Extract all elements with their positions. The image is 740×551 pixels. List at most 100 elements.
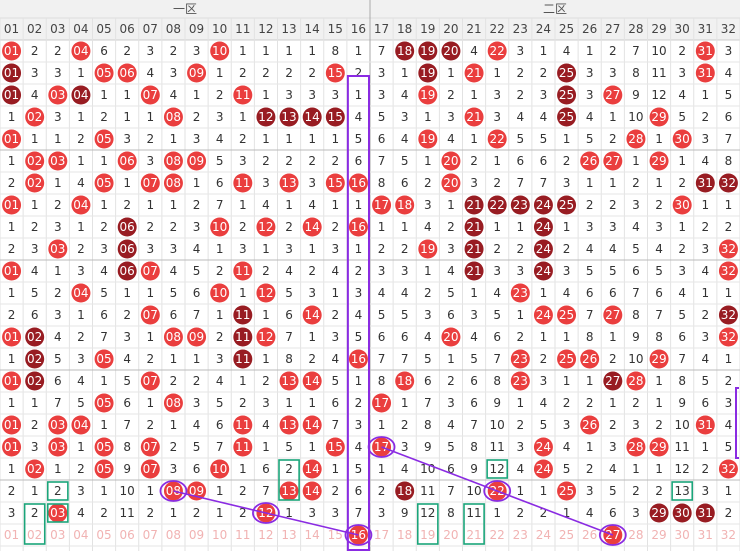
miss-count: 1	[655, 132, 663, 146]
miss-count: 6	[123, 396, 131, 410]
ball-number: 32	[721, 308, 736, 322]
miss-count: 2	[401, 242, 409, 256]
miss-count: 2	[447, 88, 455, 102]
ball-number: 09	[189, 484, 204, 498]
miss-count: 1	[586, 374, 594, 388]
ball-number: 17	[374, 396, 389, 410]
miss-count: 1	[123, 110, 131, 124]
miss-count: 11	[420, 484, 435, 498]
ball-number: 25	[559, 66, 574, 80]
ball	[325, 107, 345, 127]
miss-count: 4	[193, 242, 201, 256]
miss-count: 6	[609, 506, 617, 520]
miss-count: 2	[193, 110, 201, 124]
miss-count: 1	[170, 352, 178, 366]
ball-number: 20	[443, 330, 458, 344]
miss-count: 2	[77, 242, 85, 256]
miss-count: 1	[516, 308, 524, 322]
ball-number: 07	[143, 308, 158, 322]
ball-number: 10	[212, 44, 227, 58]
miss-count: 6	[401, 176, 409, 190]
miss-count: 4	[355, 308, 363, 322]
miss-count: 2	[8, 308, 16, 322]
miss-count: 1	[100, 88, 108, 102]
ball	[603, 305, 623, 325]
miss-count: 8	[586, 330, 594, 344]
miss-count: 6	[424, 374, 432, 388]
miss-count: 4	[678, 286, 686, 300]
miss-count: 4	[632, 220, 640, 234]
miss-count: 1	[193, 88, 201, 102]
miss-count: 2	[632, 484, 640, 498]
miss-count: 5	[355, 462, 363, 476]
footer-number: 23	[513, 528, 528, 542]
miss-count: 1	[701, 286, 709, 300]
miss-count: 1	[216, 66, 224, 80]
miss-count: 2	[100, 220, 108, 234]
miss-count: 4	[470, 44, 478, 58]
ball	[348, 173, 368, 193]
miss-count: 1	[540, 484, 548, 498]
ball	[695, 415, 715, 435]
ball	[256, 327, 276, 347]
ball	[233, 415, 253, 435]
ball	[395, 371, 415, 391]
miss-count: 1	[262, 440, 270, 454]
miss-count: 2	[378, 242, 386, 256]
column-label: 16	[351, 22, 366, 36]
ball	[2, 327, 22, 347]
miss-count: 3	[563, 176, 571, 190]
ball	[718, 239, 738, 259]
miss-count: 7	[540, 176, 548, 190]
miss-count: 1	[493, 220, 501, 234]
miss-count: 4	[516, 110, 524, 124]
ball	[395, 195, 415, 215]
miss-count: 4	[447, 264, 455, 278]
miss-count: 2	[308, 154, 316, 168]
miss-count: 7	[378, 44, 386, 58]
ball-number: 18	[397, 44, 412, 58]
ball-number: 23	[513, 374, 528, 388]
miss-count: 3	[170, 462, 178, 476]
miss-count: 1	[586, 440, 594, 454]
ball-number: 29	[651, 440, 666, 454]
ball-number: 14	[305, 220, 320, 234]
miss-count: 4	[401, 462, 409, 476]
ball-number: 19	[420, 242, 435, 256]
miss-count: 1	[655, 396, 663, 410]
ball	[140, 459, 160, 479]
ball-number: 11	[235, 352, 250, 366]
ball-number: 12	[258, 220, 273, 234]
miss-count: 4	[701, 154, 709, 168]
footer-number: 09	[189, 528, 204, 542]
miss-count: 6	[193, 462, 201, 476]
ball	[2, 195, 22, 215]
miss-count: 9	[123, 462, 131, 476]
miss-count: 1	[355, 44, 363, 58]
bracket	[735, 387, 739, 459]
green-box	[23, 503, 46, 545]
ball-number: 08	[166, 330, 181, 344]
footer-number: 12	[258, 528, 273, 542]
ball	[117, 151, 137, 171]
ball-number: 24	[536, 242, 551, 256]
miss-count: 6	[216, 176, 224, 190]
miss-count: 3	[609, 440, 617, 454]
ball	[603, 371, 623, 391]
ball-number: 20	[443, 44, 458, 58]
trend-ring	[252, 502, 280, 524]
miss-count: 5	[609, 264, 617, 278]
column-label: 04	[73, 22, 88, 36]
miss-count: 1	[308, 44, 316, 58]
ball-number: 24	[536, 264, 551, 278]
miss-count: 1	[725, 286, 733, 300]
miss-count: 2	[170, 374, 178, 388]
ball	[418, 41, 438, 61]
miss-count: 1	[563, 330, 571, 344]
miss-count: 8	[331, 44, 339, 58]
miss-count: 3	[401, 440, 409, 454]
ball-number: 29	[651, 506, 666, 520]
miss-count: 2	[100, 506, 108, 520]
ball-number: 32	[721, 462, 736, 476]
ball-number: 05	[96, 440, 111, 454]
